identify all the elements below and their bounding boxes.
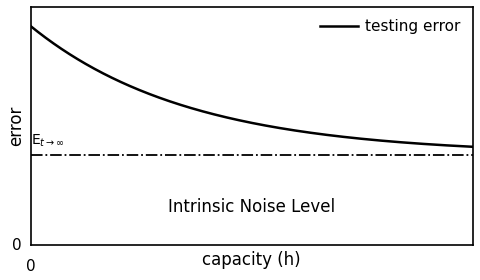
- Y-axis label: error: error: [7, 106, 25, 146]
- Text: E$_{t\rightarrow\infty}$: E$_{t\rightarrow\infty}$: [31, 132, 65, 149]
- Text: 0: 0: [26, 259, 36, 274]
- Legend: testing error: testing error: [315, 15, 466, 39]
- Text: Intrinsic Noise Level: Intrinsic Noise Level: [168, 198, 336, 216]
- Text: 0: 0: [12, 238, 22, 253]
- X-axis label: capacity (h): capacity (h): [203, 251, 301, 269]
